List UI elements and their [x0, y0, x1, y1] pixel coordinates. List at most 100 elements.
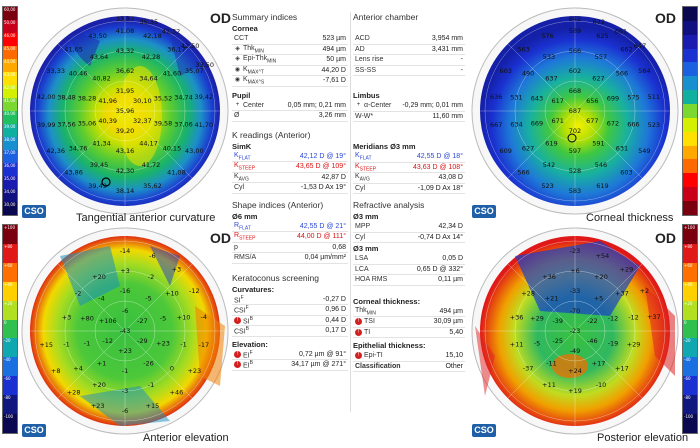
pupil-center-marker — [101, 177, 111, 187]
map-value-label: 41,70 — [194, 121, 213, 129]
map-value-label: +23 — [91, 402, 105, 410]
scale-step — [683, 7, 697, 21]
limbus-title: Limbus — [353, 91, 380, 100]
index-value: 0,72 µm @ 91° — [298, 350, 346, 358]
corneal-thickness-map[interactable]: 687 668 656 677 702 671 617 602 627 699 672 591 597 6… — [470, 6, 680, 216]
index-value: 15,10 — [445, 352, 463, 360]
map-value-label: 39,20 — [116, 127, 135, 135]
map-value-label: +36 — [510, 314, 524, 322]
map-value-label: -10 — [596, 381, 607, 389]
map-value-label: +17 — [615, 364, 629, 372]
scale-step: +20 — [3, 300, 17, 320]
scale-step: 50,00 — [3, 20, 17, 33]
index-label: Cyl — [355, 184, 366, 192]
map-value-label: 30,10 — [133, 97, 152, 105]
map-value-label: -46 — [587, 337, 598, 345]
map-value-label: 656 — [586, 97, 598, 105]
map-value-label: 43,86 — [64, 168, 83, 176]
index-value: 11,60 mm — [432, 112, 463, 120]
map-value-label: +28 — [521, 290, 535, 298]
alert-icon: ! — [234, 316, 241, 324]
tangential-curvature-map[interactable]: 35,96 31,95 30,10 32,37 39,20 40,39 41,96 36,62… — [20, 6, 230, 216]
map-value-label: -5 — [145, 295, 151, 303]
index-row: SIF -0,27 D — [232, 295, 348, 305]
map-value-label: 687 — [569, 107, 581, 115]
index-row: ◈ ThkMIN 494 µm — [232, 45, 348, 55]
index-value: 0,05 mm; 0,21 mm — [287, 101, 346, 109]
posterior-elevation-color-scale: +100 +80 +60 +40 +20 0 -20 -40 -60 -80 -100 — [682, 224, 698, 434]
index-value: 42,55 D @ 21° — [299, 222, 346, 230]
map-value-label: 38,48 — [57, 94, 76, 102]
map-value-label: -2 — [75, 290, 81, 298]
index-value: 42,34 D — [438, 223, 463, 231]
index-row: Cyl -1,09 D Ax 18° — [353, 184, 465, 194]
index-row: ThkMIN 494 µm — [353, 307, 465, 317]
summary-title: Summary indices — [232, 12, 298, 22]
map-value-label: 39,99 — [37, 121, 56, 129]
map-value-label: 0 — [170, 364, 174, 372]
index-value: - — [460, 56, 463, 64]
map-value-label: 36,62 — [116, 67, 135, 75]
index-row: Lens rise - — [353, 55, 465, 66]
map-value-label: -25 — [552, 337, 563, 345]
map-value-label: 41,34 — [92, 139, 111, 147]
index-value: -7,61 D — [323, 77, 346, 85]
eye-label-posterior-elevation: OD — [655, 230, 676, 246]
alert-icon: ! — [355, 318, 362, 326]
map-value-label: 566 — [517, 168, 529, 176]
index-value: 0,44 D — [325, 316, 346, 324]
index-row: MPP 42,34 D — [353, 222, 465, 233]
map-value-label: +11 — [510, 340, 524, 348]
posterior-elevation-map[interactable]: -23 -70 -22 -46 -49 -25 -39 -33 +5 -12 -19 +17 +24 -1… — [470, 226, 680, 436]
map-value-label: -70 — [570, 307, 581, 315]
index-row: W-W* 11,60 mm — [353, 112, 465, 122]
tangential-map-label: Tangential anterior curvature — [76, 212, 216, 224]
map-value-label: +6 — [570, 267, 580, 275]
anterior-elevation-map[interactable]: -43 -6 -27 -29 +23 -12 +106 -16 -5 -5 +23 -26 -1 +1 -1… — [20, 226, 230, 436]
map-value-label: 563 — [517, 46, 529, 54]
map-value-label: 35,62 — [143, 182, 162, 190]
index-value: 43,63 D @ 108° — [413, 163, 463, 171]
index-value: 30,09 µm — [433, 318, 463, 326]
index-label: LCA — [355, 265, 369, 273]
map-value-label: -26 — [143, 359, 154, 367]
index-value: 494 µm — [439, 307, 464, 315]
map-value-label: 41,60 — [163, 70, 182, 78]
scale-step: 42,00 — [3, 85, 17, 98]
map-value-label: 667 — [490, 121, 502, 129]
map-value-label: 42,28 — [142, 53, 161, 61]
map-value-label: 597 — [569, 147, 581, 155]
map-value-label: -12 — [628, 314, 639, 322]
simk-title: SimK — [232, 141, 252, 151]
index-row: HOA RMS 0,11 µm — [353, 275, 465, 286]
map-value-label: +28 — [67, 388, 81, 396]
index-row: AD 3,431 mm — [353, 45, 465, 55]
map-value-label: 549 — [638, 147, 650, 155]
limbus-center-icon: + — [356, 102, 361, 109]
map-value-label: -11 — [546, 359, 557, 367]
map-value-label: 557 — [595, 53, 607, 61]
cso-logo-posterior: CSO — [472, 424, 496, 437]
scale-step — [683, 131, 697, 146]
classification-value: Other — [445, 362, 463, 370]
index-row: KAVG 42,87 D — [232, 173, 348, 183]
index-label: KSTEEP — [234, 162, 256, 172]
refractive-sub1: Ø3 mm — [353, 212, 379, 221]
map-value-label: 43,16 — [116, 147, 135, 155]
map-value-label: +54 — [596, 252, 610, 260]
map-value-label: +29 — [620, 266, 634, 274]
map-value-label: +23 — [118, 347, 132, 355]
map-value-label: 576 — [541, 32, 553, 40]
map-value-label: 642 — [569, 15, 581, 23]
map-value-label: 575 — [627, 94, 639, 102]
map-value-label: 584 — [638, 67, 650, 75]
index-row: Ø 3,26 mm — [232, 111, 348, 122]
scale-step: +60 — [3, 262, 17, 282]
map-value-label: 40,15 — [163, 144, 182, 152]
map-value-label: -1 — [148, 381, 154, 389]
index-label: RMS/A — [234, 254, 257, 262]
map-value-label: -22 — [587, 317, 598, 325]
keratoconus-title: Keratoconus screening — [232, 272, 319, 283]
index-label: p — [234, 243, 238, 251]
map-value-label: 617 — [551, 97, 563, 105]
